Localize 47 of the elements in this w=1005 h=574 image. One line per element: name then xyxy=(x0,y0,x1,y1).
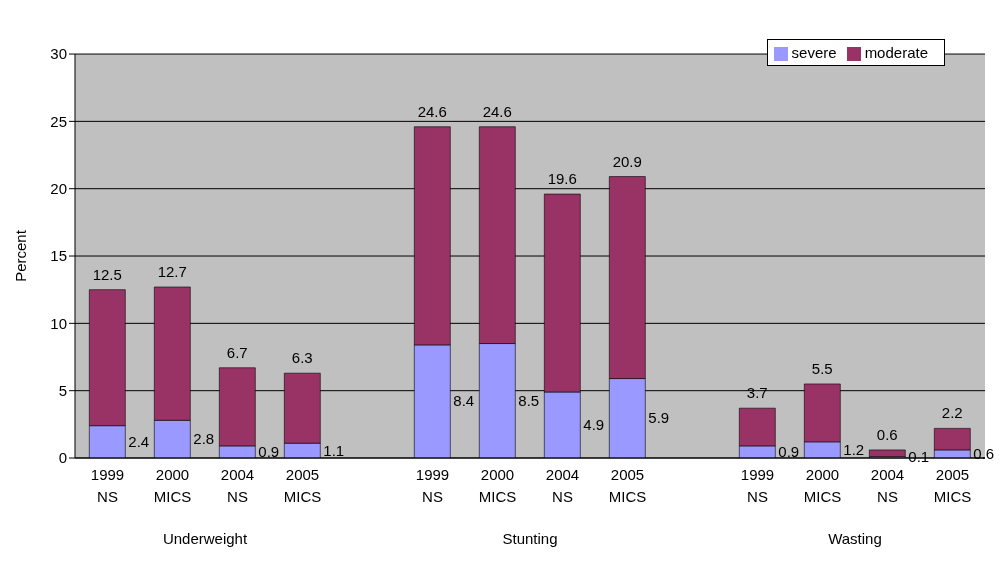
total-label: 24.6 xyxy=(417,102,447,120)
total-label: 20.9 xyxy=(612,152,642,170)
data-label: 2.8 xyxy=(193,430,215,448)
data-label: 2.4 xyxy=(128,432,150,450)
y-tick-label: 20 xyxy=(50,180,67,198)
x-tick-label: 2000 MICS xyxy=(803,466,842,505)
y-tick-label: 5 xyxy=(58,382,67,399)
data-label: 8.4 xyxy=(453,392,475,410)
y-tick-label: 25 xyxy=(50,112,67,130)
y-tick-label: 15 xyxy=(50,247,67,265)
total-label: 0.6 xyxy=(876,425,898,443)
data-label: 1.1 xyxy=(323,441,345,459)
total-label: 24.6 xyxy=(482,102,512,120)
total-label: 19.6 xyxy=(547,170,577,188)
x-tick-label: 2005 MICS xyxy=(608,466,647,505)
x-tick-label: 2000 MICS xyxy=(153,466,192,505)
y-axis-title: Percent xyxy=(12,229,30,282)
data-label: 0.9 xyxy=(258,442,280,460)
data-label: 1.2 xyxy=(843,440,865,458)
x-tick-label: 2005 MICS xyxy=(933,466,972,505)
text: Wasting xyxy=(827,530,883,547)
y-tick-label: 30 xyxy=(50,45,67,63)
total-label: 6.3 xyxy=(291,349,313,367)
total-label: 6.7 xyxy=(226,343,248,361)
data-label: 0.6 xyxy=(973,444,995,462)
x-tick-label: 2000 MICS xyxy=(478,466,517,505)
total-label: 5.5 xyxy=(811,359,833,377)
legend-label: severe xyxy=(791,44,837,61)
x-tick-label: 2004 NS xyxy=(220,466,255,505)
legend-label: moderate xyxy=(864,44,928,61)
data-label: 0.9 xyxy=(778,442,800,460)
x-tick-label: 2004 NS xyxy=(545,466,580,505)
y-tick-label: 0 xyxy=(58,449,67,467)
text: Underweight xyxy=(161,530,249,547)
y-tick-label: 10 xyxy=(50,314,67,332)
total-label: 2.2 xyxy=(941,404,963,422)
x-tick-label: 2005 MICS xyxy=(283,466,322,505)
total-label: 12.7 xyxy=(157,262,187,280)
x-tick-label: 1999 NS xyxy=(90,466,125,505)
text: Stunting xyxy=(501,530,559,547)
x-tick-label: 1999 NS xyxy=(740,466,775,505)
x-tick-label: 2004 NS xyxy=(870,466,905,505)
x-tick-label: 1999 NS xyxy=(415,466,450,505)
data-label: 8.5 xyxy=(518,391,540,409)
data-label: 5.9 xyxy=(648,409,670,427)
total-label: 12.5 xyxy=(92,265,122,283)
data-label: 4.9 xyxy=(583,416,605,434)
